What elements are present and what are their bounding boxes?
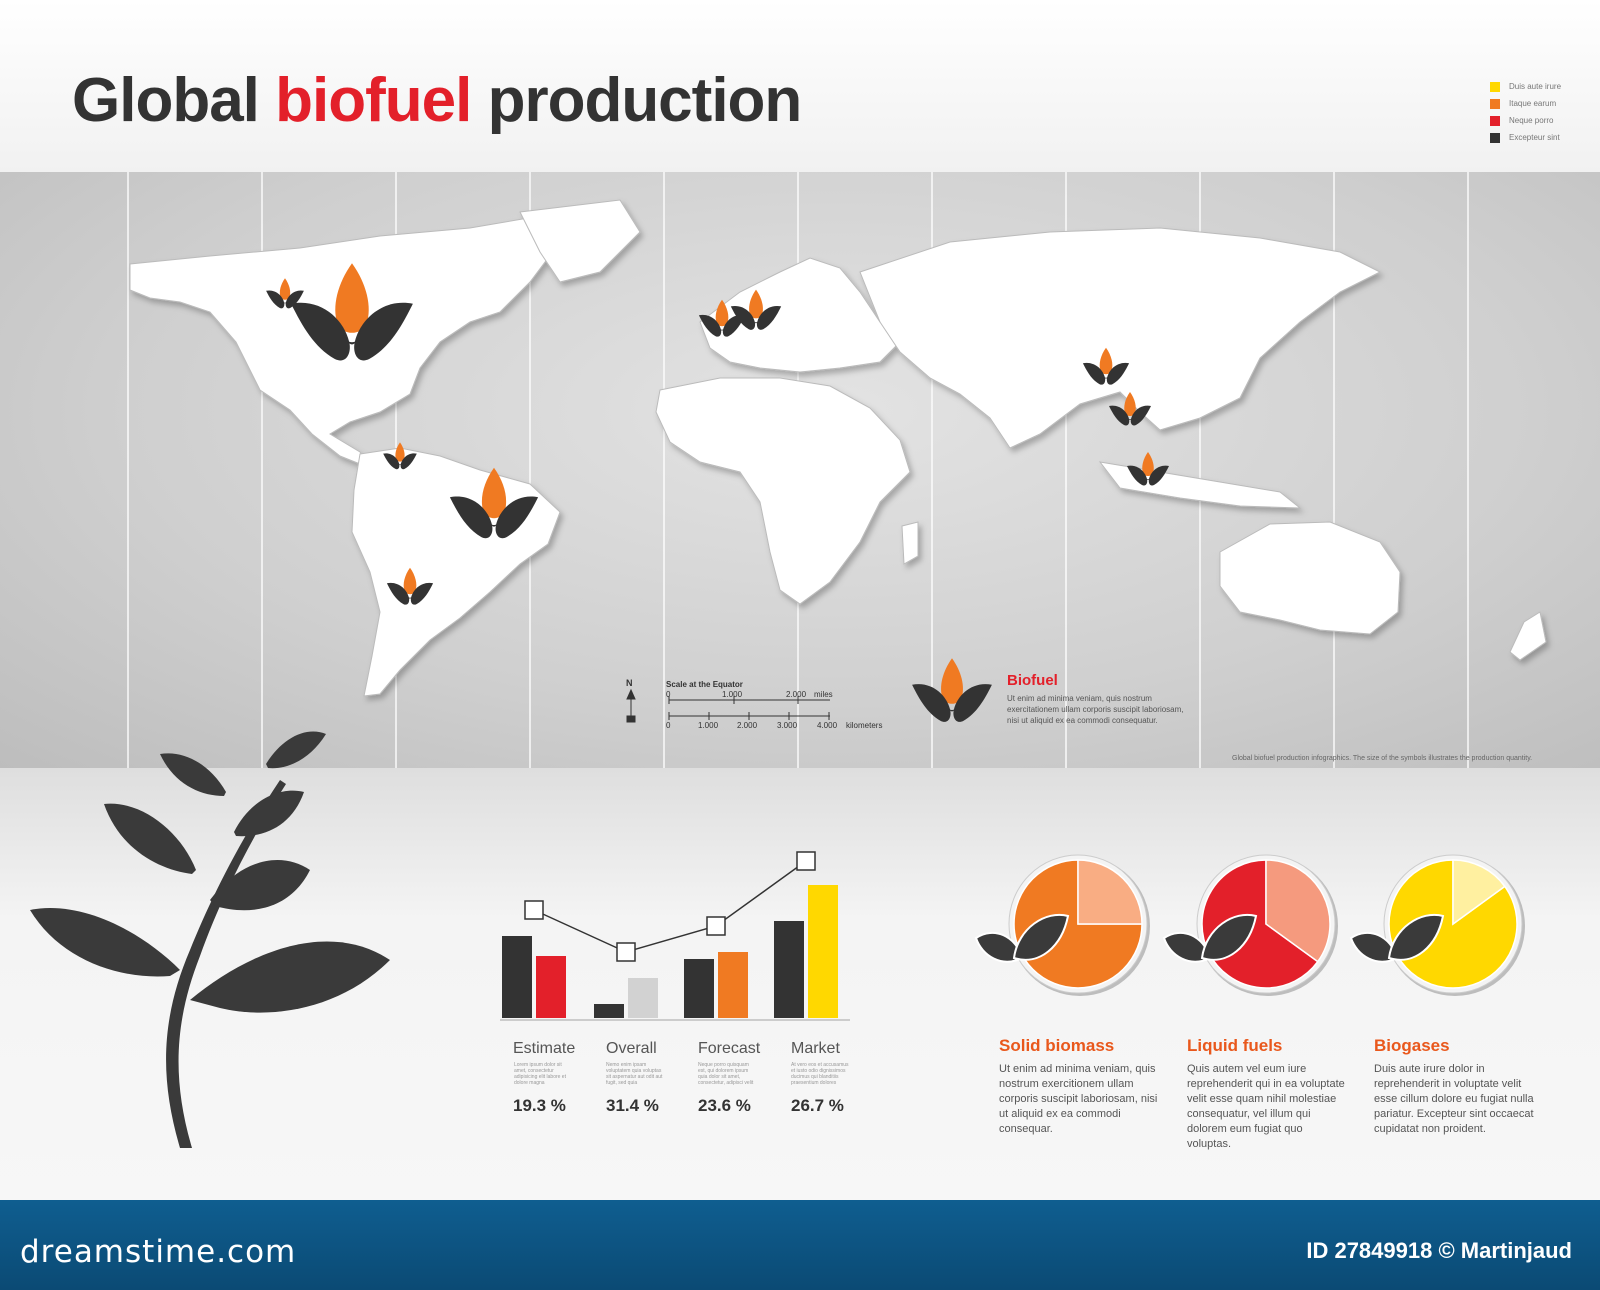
bar-category-text: Lorem ipsum dolor sit amet, consectetur … [514, 1062, 566, 1086]
bar-category-label: Forecast [698, 1040, 761, 1057]
trend-line [533, 860, 807, 953]
map-caption: Global biofuel production infographics. … [1232, 755, 1533, 762]
bar-category-text: Neque porro quisquam est, qui dolorem ip… [698, 1062, 754, 1086]
scale-bars [668, 696, 830, 720]
legend-label: Itaque earum [1509, 99, 1557, 108]
pie-text: Ut enim ad minima veniam, quis nostrum e… [999, 1063, 1158, 1135]
page-title: Global biofuel production [72, 70, 802, 132]
scale-mile-tick: 0 [666, 690, 671, 699]
pie-slice [1077, 859, 1143, 925]
scale-km-tick: 1.000 [698, 721, 719, 730]
scale-km-unit: kilometers [846, 721, 883, 730]
greenland [519, 199, 641, 283]
scale-mile-tick: 2.000 [786, 690, 807, 699]
pie-text: Quis autem vel eum iure reprehenderit qu… [1187, 1063, 1345, 1150]
africa [655, 377, 911, 605]
bar-category-label: Estimate [513, 1040, 576, 1057]
legend-item: Duis aute irure [1490, 78, 1561, 95]
plant-icon [30, 731, 390, 1148]
scale-km-tick: 4.000 [817, 721, 838, 730]
biofuel-legend-title: Biofuel [1007, 672, 1058, 689]
biofuel-legend-text: Ut enim ad minima veniam, quis nostrum e… [1007, 694, 1184, 725]
world-map [127, 172, 1547, 768]
leaf-icon [1387, 913, 1445, 961]
footer-id: ID 27849918 © Martinjaud [1306, 1238, 1572, 1263]
bar-percentage: 26.7 % [791, 1096, 844, 1115]
bar [502, 936, 532, 1018]
madagascar [901, 521, 919, 565]
bar [718, 952, 748, 1018]
title-part-1: Global [72, 66, 276, 135]
header: Global biofuel production Duis aute irur… [0, 0, 1600, 172]
pie-title: Solid biomass [999, 1036, 1115, 1055]
bar-percentage: 19.3 % [513, 1096, 566, 1115]
trend-point [524, 900, 544, 920]
north-label: N [626, 678, 633, 688]
bar [808, 885, 838, 1018]
legend-item: Neque porro [1490, 112, 1561, 129]
bar-category-label: Market [791, 1040, 840, 1057]
legend-label: Duis aute irure [1509, 82, 1562, 91]
legend-item: Excepteur sint [1490, 129, 1561, 146]
legend-label: Excepteur sint [1509, 133, 1560, 142]
bar-line-chart [500, 851, 850, 1021]
pie-slice [1452, 859, 1506, 926]
bar-category-label: Overall [606, 1040, 657, 1057]
asia [859, 227, 1382, 449]
biofuel-legend-icon [912, 658, 992, 722]
legend-swatch [1490, 81, 1500, 92]
legend-swatch [1490, 98, 1500, 109]
new-zealand [1509, 611, 1547, 661]
pie-slice [1265, 859, 1331, 963]
legend-swatch [1490, 132, 1500, 143]
south-america [351, 447, 561, 697]
pie-text: Duis aute irure dolor in reprehenderit i… [1374, 1063, 1534, 1135]
footer: dreamstime.com ID 27849918 © Martinjaud [0, 1200, 1600, 1290]
title-accent: biofuel [275, 66, 472, 135]
bar [594, 1004, 624, 1018]
scale-km-tick: 3.000 [777, 721, 798, 730]
pie-slice [1013, 859, 1143, 989]
scale-km-tick: 0 [666, 721, 671, 730]
pie-charts [974, 854, 1525, 996]
legend-item: Itaque earum [1490, 95, 1561, 112]
legend: Duis aute irure Itaque earum Neque porro… [1490, 78, 1561, 146]
scale-km-tick: 2.000 [737, 721, 758, 730]
bar [536, 956, 566, 1018]
footer-brand: dreamstime.com [20, 1234, 297, 1270]
title-part-3: production [471, 66, 803, 135]
bar [774, 921, 804, 1018]
trend-point [796, 851, 816, 871]
bar [684, 959, 714, 1018]
scale-mile-tick: 1.000 [722, 690, 743, 699]
trend-point [706, 916, 726, 936]
bar-percentage: 31.4 % [606, 1096, 659, 1115]
world-map-panel: N Scale at the Equator 0 1.000 2.000 mil… [0, 172, 1600, 768]
australia [1219, 521, 1401, 635]
scale-title: Scale at the Equator [666, 680, 743, 689]
bar [628, 978, 658, 1018]
bar-category-text: Nemo enim ipsam voluptatem quia voluptas… [606, 1062, 663, 1086]
leaf-icon [1200, 913, 1258, 961]
bar-percentage: 23.6 % [698, 1096, 751, 1115]
pie-slice [1388, 859, 1518, 989]
trend-point [616, 942, 636, 962]
leaf-icon [1012, 913, 1070, 961]
pie-title: Liquid fuels [1187, 1036, 1283, 1055]
scale-mile-unit: miles [814, 690, 833, 699]
legend-swatch [1490, 115, 1500, 126]
legend-label: Neque porro [1509, 116, 1554, 125]
north-arrow-icon [626, 688, 636, 723]
pie-title: Biogases [1374, 1036, 1450, 1055]
bar-category-text: At vero eos et accusamus et iusto odio d… [791, 1062, 849, 1086]
